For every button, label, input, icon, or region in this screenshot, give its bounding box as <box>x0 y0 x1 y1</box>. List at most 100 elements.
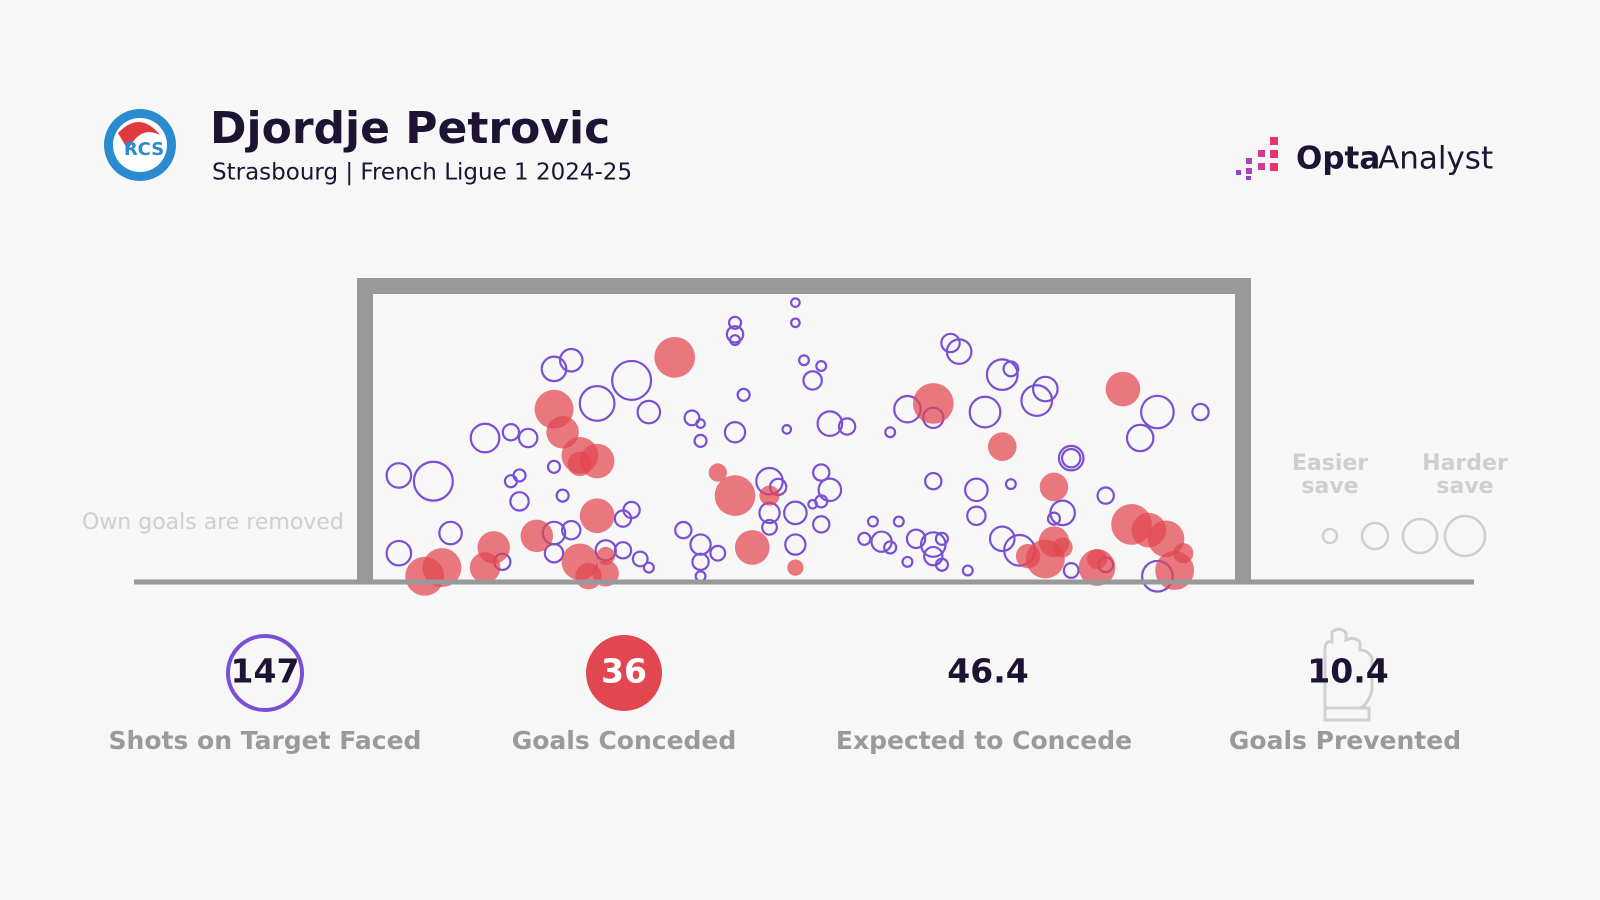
saved-shot <box>790 297 801 308</box>
saved-shot <box>934 557 950 572</box>
saved-shot <box>968 395 1002 429</box>
note: Own goals are removed <box>82 510 344 535</box>
goal-shot <box>912 383 954 424</box>
legend-easier: Easier save <box>1291 451 1369 499</box>
saved-shot <box>812 463 831 482</box>
saved-shot <box>923 545 944 567</box>
saved-shot <box>558 347 584 373</box>
saved-shot <box>945 338 973 365</box>
goal-shot <box>734 530 770 565</box>
saved-shot <box>385 462 413 489</box>
goal-shot <box>654 337 696 378</box>
svg-text:RCS: RCS <box>124 139 164 160</box>
goal-shot <box>1039 472 1069 502</box>
saved-shot <box>674 520 693 540</box>
stat-value: 36 <box>601 652 647 691</box>
saved-shot <box>837 417 857 436</box>
saved-shot <box>1004 478 1017 491</box>
saved-shot <box>695 418 706 429</box>
saved-shot <box>543 542 565 564</box>
saved-shot <box>691 552 710 572</box>
goal-shot <box>787 559 804 576</box>
saved-shot <box>1191 402 1210 422</box>
saved-shot <box>540 355 568 383</box>
goal-shot <box>1173 543 1194 564</box>
saved-shot <box>683 409 701 427</box>
saved-shot <box>469 422 501 454</box>
saved-shot <box>503 474 519 489</box>
brand-primary: Opta <box>1296 141 1380 177</box>
saved-shot <box>812 515 831 534</box>
stat-ring <box>226 634 304 712</box>
goal-shot <box>1052 537 1073 558</box>
goal-shot <box>405 556 445 596</box>
saved-shot <box>924 471 943 491</box>
saved-shot <box>555 488 570 503</box>
saved-shot <box>693 433 708 448</box>
saved-shot <box>560 519 582 541</box>
saved-shot <box>412 460 454 502</box>
brand-logo: Opta Analyst <box>1236 137 1493 180</box>
saved-shot <box>817 477 843 503</box>
saved-shot <box>438 520 463 546</box>
saved-shot <box>631 550 649 568</box>
saved-shot <box>1062 562 1080 579</box>
saved-shot <box>790 317 801 329</box>
stat-label: Goals Prevented <box>1229 726 1461 755</box>
glove-icon <box>1323 627 1374 722</box>
saved-shot <box>501 423 521 442</box>
saved-shot <box>512 468 527 483</box>
goal-shot <box>759 485 780 506</box>
brand-secondary: Analyst <box>1378 141 1493 177</box>
saved-shot <box>578 385 616 422</box>
saved-shot <box>961 564 974 577</box>
legend-harder: Harder save <box>1422 451 1508 499</box>
goal-shot <box>579 498 615 534</box>
saved-shot <box>857 531 872 546</box>
saved-shot <box>1046 511 1062 526</box>
saved-shot <box>1125 423 1155 453</box>
stat-disc <box>586 635 662 711</box>
stat-value: 147 <box>231 652 300 691</box>
saved-shot <box>642 561 655 574</box>
saved-shot <box>966 505 987 527</box>
goal-shot <box>714 475 756 516</box>
club-crest: RCS <box>104 109 176 181</box>
saved-shot <box>905 528 927 550</box>
goal-shot <box>596 546 615 566</box>
title: Djordje Petrovic <box>210 103 610 154</box>
saved-shot <box>783 500 808 526</box>
saved-shot <box>727 315 743 330</box>
saved-shot <box>611 359 653 401</box>
stat-value: 46.4 <box>947 652 1028 691</box>
saved-shot <box>1032 375 1059 403</box>
shot-map <box>385 297 1210 596</box>
saved-shot <box>1057 444 1085 472</box>
saved-shot <box>934 531 950 546</box>
saved-shot <box>883 540 898 555</box>
saved-shot <box>761 518 778 536</box>
goal-shot <box>520 519 554 553</box>
saved-shot <box>689 533 712 556</box>
saved-shot <box>725 325 745 344</box>
saved-shot <box>1020 384 1054 417</box>
subtitle: Strasbourg | French Ligue 1 2024-25 <box>212 160 632 186</box>
saved-shot <box>807 498 818 510</box>
saved-shot <box>784 533 807 556</box>
saved-shot <box>729 334 742 347</box>
goal-shot <box>1086 548 1108 570</box>
saved-shot <box>816 410 844 437</box>
stat-value: 10.4 <box>1307 652 1388 691</box>
saved-shot <box>709 544 727 562</box>
goal-frame <box>357 278 1251 582</box>
goal-shot <box>469 552 501 583</box>
saved-shot <box>985 358 1019 392</box>
saved-shot <box>1002 360 1020 378</box>
saved-shot <box>509 491 530 512</box>
saved-shot <box>988 525 1016 553</box>
saved-shot <box>517 427 539 449</box>
stat-label: Expected to Concede <box>836 726 1132 755</box>
saved-shot <box>1096 486 1115 505</box>
